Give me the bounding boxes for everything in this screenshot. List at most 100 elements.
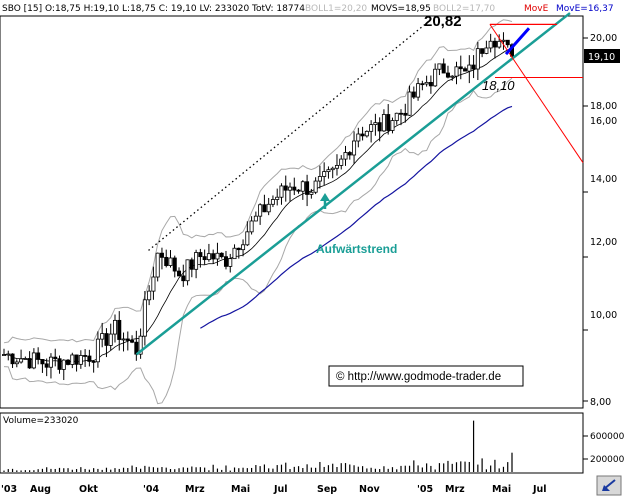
y-tick-label: 8,00 (590, 397, 611, 408)
candle-body (36, 352, 41, 360)
candle-body (262, 204, 267, 213)
candle-body (360, 133, 365, 137)
candle-body (347, 152, 352, 156)
x-tick-label: Mrz (445, 484, 465, 495)
candle-body (258, 204, 263, 217)
candle-body (492, 40, 497, 48)
candle-body (232, 247, 237, 260)
y-tick-label: 20,00 (590, 33, 617, 44)
candle-body (386, 114, 391, 131)
candle-body (334, 165, 339, 169)
trend-label: Aufwärtstrend (316, 242, 397, 256)
candle-body (117, 319, 122, 340)
time-axis: '03 Aug Okt '04 Mrz Mai Jul Sep Nov '05 … (1, 484, 547, 495)
candle-body (309, 191, 314, 195)
candle-body (253, 215, 258, 222)
candle-body (266, 203, 271, 213)
y-tick-label: 12,00 (590, 237, 617, 248)
candle-body (416, 83, 421, 98)
header-move-b: MovE=16,37 (556, 4, 614, 14)
candle-body (53, 356, 58, 360)
candle-body (296, 189, 301, 192)
volume-panel (0, 412, 584, 474)
candle-body (369, 124, 374, 132)
candles (2, 32, 514, 381)
moving-average-long (200, 105, 513, 329)
candle-body (70, 354, 75, 365)
candle-body (433, 68, 438, 87)
candle-body (125, 338, 130, 341)
candle-body (288, 186, 293, 191)
candle-body (441, 63, 446, 74)
direction-arrow (504, 27, 531, 56)
candle-body (343, 152, 348, 160)
candle-body (467, 64, 472, 72)
bollinger-lower (3, 77, 513, 405)
candle-body (151, 276, 156, 292)
candle-body (74, 354, 79, 365)
candle-body (147, 290, 152, 301)
scroll-button[interactable] (596, 475, 622, 496)
candle-body (475, 48, 480, 70)
candle-body (112, 319, 117, 335)
copyright-box (328, 365, 524, 387)
volume-bars (3, 420, 513, 472)
candle-body (322, 171, 327, 177)
candle-body (471, 64, 476, 70)
candle-body (364, 130, 369, 137)
candle-body (130, 340, 135, 343)
candle-body (83, 355, 88, 357)
candle-body (185, 259, 190, 282)
x-tick-label: '04 (143, 484, 160, 495)
candle-body (14, 361, 19, 365)
low-label: 18,10 (482, 78, 515, 93)
target-line (489, 24, 584, 163)
candle-body (245, 231, 250, 246)
candle-body (172, 257, 177, 272)
candle-body (505, 39, 510, 46)
high-label: 20,82 (424, 13, 462, 30)
candle-body (270, 199, 275, 205)
candle-body (356, 133, 361, 142)
candle-body (399, 112, 404, 115)
x-tick-label: Nov (359, 484, 380, 495)
candle-body (6, 353, 11, 356)
x-tick-label: Mai (231, 484, 250, 495)
candle-body (202, 256, 207, 261)
candle-body (189, 259, 194, 270)
candle-body (57, 358, 62, 370)
x-tick-label: '05 (417, 484, 433, 495)
y-tick-label: 18,00 (590, 101, 617, 112)
candle-body (23, 358, 28, 360)
candle-body (420, 83, 425, 86)
candle-body (66, 359, 71, 365)
candle-body (292, 186, 297, 191)
candle-body (138, 335, 143, 355)
candle-body (390, 120, 395, 131)
candle-body (91, 360, 96, 363)
bollinger-upper (3, 19, 513, 344)
candle-body (100, 333, 105, 340)
candle-body (463, 68, 468, 72)
trend-arrow-icon (320, 193, 330, 209)
candle-body (159, 252, 164, 258)
candle-body (407, 91, 412, 116)
candle-body (27, 358, 32, 369)
candle-body (215, 252, 220, 260)
header-move-a: MovE (524, 4, 549, 14)
candle-body (19, 358, 24, 363)
candle-body (10, 353, 15, 365)
candle-body (181, 275, 186, 282)
x-tick-label: '03 (1, 484, 17, 495)
candle-body (249, 220, 254, 233)
candle-body (403, 112, 408, 116)
scroll-arrow-icon (602, 479, 616, 491)
y-tick-label: 14,00 (590, 174, 617, 185)
header-boll2: BOLL2=17,70 (433, 4, 495, 14)
x-tick-label: Mrz (185, 484, 205, 495)
candle-body (450, 75, 455, 78)
candle-body (377, 122, 382, 132)
price-panel (0, 15, 584, 409)
uptrend-line (135, 12, 571, 356)
